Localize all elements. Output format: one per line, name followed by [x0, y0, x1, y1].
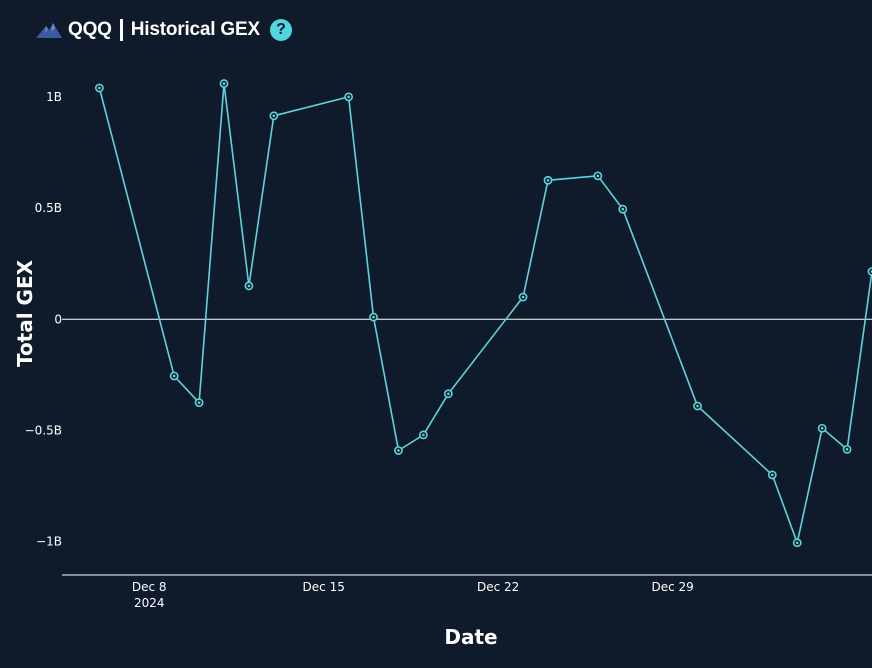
y-tick-label: −0.5B [25, 423, 62, 437]
data-points [94, 79, 872, 548]
data-point-center [98, 86, 101, 90]
y-tick-label: −1B [36, 535, 62, 549]
title-divider [119, 19, 123, 41]
data-point-center [546, 178, 550, 182]
y-tick-label: 0 [54, 312, 62, 326]
data-point-center [422, 433, 425, 437]
data-point-center [596, 174, 600, 178]
x-tick-label: Dec 22 [477, 580, 519, 594]
mountain-logo-icon [36, 23, 62, 38]
y-tick-label: 0.5B [35, 201, 62, 215]
data-point-center [197, 401, 201, 404]
data-point-center [272, 114, 276, 118]
data-point-center [222, 82, 226, 85]
data-point-center [447, 392, 450, 396]
y-axis-ticks: 1B 0.5B 0 −0.5B −1B [25, 90, 62, 549]
data-point-center [795, 541, 799, 545]
data-point-center [247, 284, 251, 288]
data-point-center [521, 295, 525, 299]
ticker-label: QQQ [68, 19, 112, 40]
x-tick-label: Dec 8 [132, 580, 167, 594]
data-point-center [845, 448, 849, 451]
x-tick-sublabel: 2024 [134, 596, 165, 610]
y-axis-title: Total GEX [13, 259, 37, 367]
x-axis-ticks: Dec 8 2024 Dec 15 Dec 22 Dec 29 [132, 580, 694, 610]
help-icon-glyph: ? [276, 21, 286, 38]
series-line [98, 83, 872, 546]
data-point-center [696, 404, 699, 408]
help-icon[interactable]: ? [269, 19, 292, 41]
data-point [867, 267, 872, 276]
data-point-center [347, 95, 350, 99]
x-tick-label: Dec 29 [651, 580, 693, 594]
data-point-center [172, 374, 176, 378]
data-point-center [621, 207, 625, 211]
x-axis-title: Date [444, 625, 497, 649]
data-point-center [372, 315, 375, 319]
data-point-center [397, 449, 400, 452]
chart-header: QQQ Historical GEX ? [34, 14, 292, 46]
page-title: Historical GEX [130, 19, 260, 40]
x-tick-label: Dec 15 [303, 580, 345, 594]
data-point-center [771, 473, 774, 477]
y-tick-label: 1B [46, 90, 62, 104]
data-point-center [820, 426, 824, 430]
